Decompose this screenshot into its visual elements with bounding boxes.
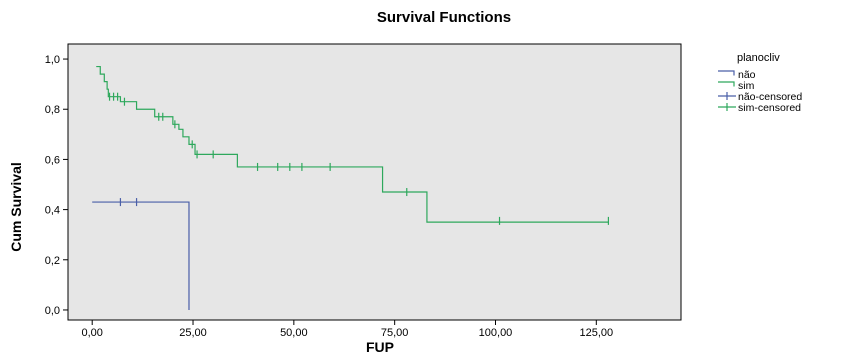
x-tick-label: 50,00 <box>280 327 308 339</box>
y-tick-label: 0,6 <box>45 154 60 166</box>
x-tick-label: 125,00 <box>579 327 613 339</box>
series-line-sim <box>96 65 609 223</box>
x-tick-label: 75,00 <box>381 327 409 339</box>
y-tick-label: 1,0 <box>45 54 60 66</box>
x-axis: 0,00 25,00 50,00 75,00 100,00 125,00 <box>81 320 613 339</box>
x-tick-label: 100,00 <box>479 327 513 339</box>
chart-title: Survival Functions <box>377 9 511 26</box>
y-tick-label: 0,4 <box>45 205 60 217</box>
legend-entry-label: não-censored <box>738 91 802 103</box>
series-layer <box>92 65 610 310</box>
legend-entry-label: sim <box>738 80 755 92</box>
legend-swatch-step <box>718 70 735 76</box>
plot-area <box>67 43 682 321</box>
y-tick-label: 0,2 <box>45 255 60 267</box>
series-line-não <box>92 201 190 310</box>
legend-entry-label: não <box>738 69 756 81</box>
legend-swatch-step <box>718 81 735 87</box>
legend-entry-label: sim-censored <box>738 102 801 114</box>
legend-title: planocliv <box>737 52 780 64</box>
y-axis: 0,0 0,2 0,4 0,6 0,8 1,0 <box>45 54 68 317</box>
x-axis-label: FUP <box>366 339 394 355</box>
x-tick-label: 25,00 <box>179 327 207 339</box>
y-axis-label: Cum Survival <box>8 162 24 251</box>
y-tick-label: 0,0 <box>45 305 60 317</box>
y-tick-label: 0,8 <box>45 104 60 116</box>
x-tick-label: 0,00 <box>81 327 102 339</box>
